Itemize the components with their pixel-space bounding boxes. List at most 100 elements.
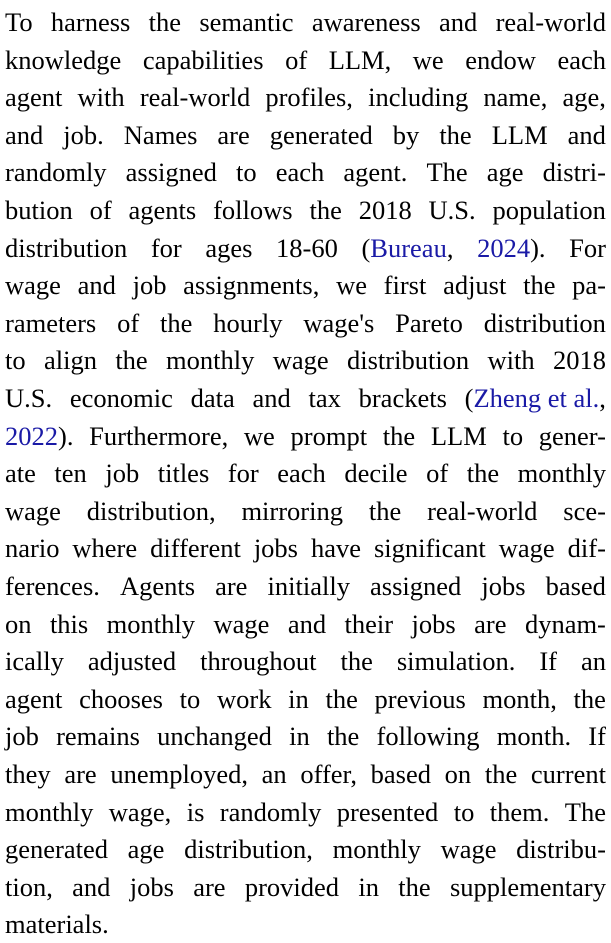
word: hourly <box>213 307 283 338</box>
word: them. <box>489 796 550 827</box>
word: job <box>132 270 167 301</box>
word: the <box>309 195 342 225</box>
word: wage's <box>303 307 375 338</box>
word: gener- <box>538 420 606 451</box>
word: U.S. <box>5 383 53 413</box>
word: unemployed, <box>110 759 248 789</box>
word: distribution, <box>184 834 313 865</box>
word: 18-60 <box>276 232 338 263</box>
word: real-world <box>427 495 538 526</box>
word: If <box>588 721 606 752</box>
word: prompt <box>290 420 368 451</box>
word: assignments, <box>183 270 320 301</box>
word: are <box>474 608 507 639</box>
text-line: wage distribution, mirroring the real-world s… <box>5 492 606 530</box>
word: the <box>368 495 402 526</box>
word: profiles, <box>265 82 353 113</box>
word: assigned <box>125 157 217 188</box>
word: tion, <box>5 871 53 902</box>
word: pa- <box>572 270 606 301</box>
word: (Zheng et al., <box>464 383 606 413</box>
word: age <box>486 157 524 188</box>
word: the <box>382 420 416 451</box>
word: the <box>439 119 472 150</box>
word: to <box>502 420 524 451</box>
word: work <box>216 683 272 714</box>
text-line: wage and job assignments, we first adjust the pa… <box>5 266 606 304</box>
word: jobs <box>411 608 456 639</box>
word: brackets <box>358 383 447 413</box>
word: wage <box>440 834 497 865</box>
word: ically <box>5 646 64 677</box>
word: wage, <box>108 796 172 827</box>
word: the <box>148 7 182 37</box>
word: of <box>285 44 308 75</box>
word: have <box>310 533 361 564</box>
word: monthly <box>106 608 196 639</box>
text-line: they are unemployed, an offer, based on the curr… <box>5 755 606 793</box>
word: are <box>217 119 250 150</box>
word: Pareto <box>395 307 463 338</box>
word: the <box>398 871 431 902</box>
word: agents <box>128 195 197 225</box>
word: current <box>530 759 606 789</box>
word: monthly <box>5 796 94 827</box>
word: an <box>580 646 606 677</box>
word: 2018 <box>553 345 606 376</box>
word: and <box>77 270 116 301</box>
word: to <box>179 683 201 714</box>
word: this <box>49 608 89 639</box>
word: based <box>370 759 431 789</box>
word: nario <box>5 533 60 564</box>
word: of <box>117 307 140 338</box>
text-line: knowledge capabilities of LLM, we endow each <box>5 41 606 79</box>
word: semantic <box>199 7 294 37</box>
citation-link[interactable]: 2022 <box>5 420 58 451</box>
citation-link[interactable]: Bureau <box>370 232 447 263</box>
word: and <box>439 7 478 37</box>
word: population <box>492 195 606 225</box>
word: ate <box>5 458 36 489</box>
word: and <box>287 608 327 639</box>
word: monthly <box>517 458 606 489</box>
word: are <box>215 571 248 601</box>
word: follows <box>213 195 293 225</box>
text-line: ically adjusted throughout the simulation. If… <box>5 642 606 680</box>
word: If <box>539 646 557 677</box>
word: throughout <box>200 646 317 677</box>
word: dif- <box>567 533 606 564</box>
word: and <box>72 871 111 902</box>
word: with <box>77 82 125 113</box>
word: including <box>368 82 469 113</box>
word: each <box>277 458 326 489</box>
word: in <box>288 683 309 714</box>
citation-link[interactable]: 2024 <box>477 232 531 263</box>
text-line: generated age distribution, monthly wage dist… <box>5 830 606 868</box>
word: different <box>150 533 241 564</box>
text-line: materials. <box>5 905 606 943</box>
text-line: ferences. Agents are initially assigned jobs b… <box>5 567 606 605</box>
word: titles <box>157 458 210 489</box>
word: mirroring <box>241 495 343 526</box>
word: knowledge <box>5 44 122 75</box>
word: in <box>358 871 379 902</box>
word: 2022). <box>5 420 74 451</box>
word: by <box>392 119 420 150</box>
citation-link[interactable]: Zheng et al. <box>473 383 600 413</box>
word: chooses <box>79 683 163 714</box>
word: of <box>89 195 112 225</box>
word: in <box>289 721 310 752</box>
word: wage <box>5 270 61 301</box>
word: U.S. <box>428 195 476 225</box>
word: on <box>444 759 472 789</box>
text-line: tion, and jobs are provided in the supplementar… <box>5 868 606 906</box>
word: bution <box>5 195 73 225</box>
word: on <box>5 608 32 639</box>
word: distribution, <box>86 495 216 526</box>
word: with <box>487 345 535 376</box>
word: and <box>5 119 44 150</box>
word: wage <box>5 495 61 526</box>
word: age, <box>562 82 606 113</box>
word: economic <box>69 383 173 413</box>
word: jobs <box>253 533 298 564</box>
